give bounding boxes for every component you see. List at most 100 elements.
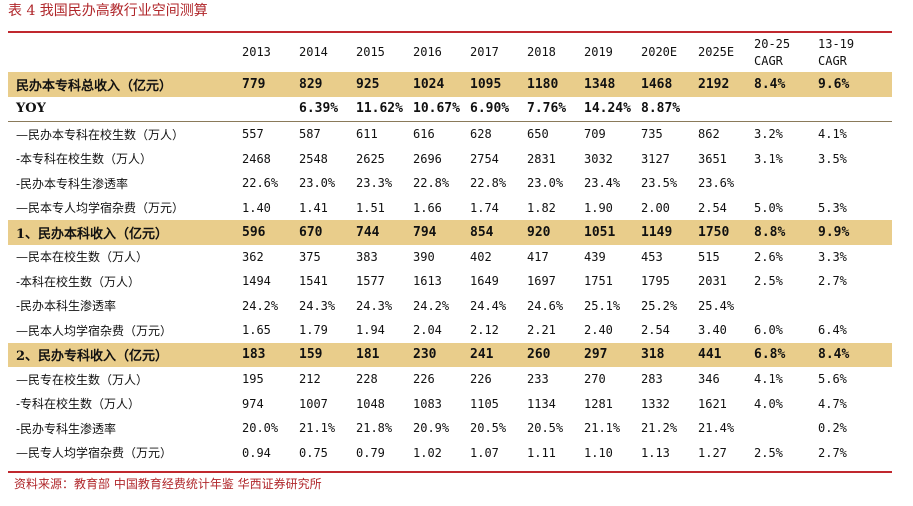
table-cell: 24.3% bbox=[356, 298, 393, 313]
table-cell: 1134 bbox=[527, 396, 556, 411]
table-cell: 2.40 bbox=[584, 323, 613, 338]
table-cell bbox=[698, 96, 754, 122]
table-cell: 1541 bbox=[299, 274, 328, 289]
table-cell: 2625 bbox=[356, 151, 385, 166]
table-title: 表 4 我国民办高教行业空间测算 bbox=[8, 3, 208, 19]
table-cell: 11.62% bbox=[356, 96, 413, 122]
table-cell: 735 bbox=[641, 127, 663, 142]
table-cell: 5.3% bbox=[818, 200, 847, 215]
table-cell: 1051 bbox=[584, 220, 641, 245]
row-label: -本专科在校生数（万人） bbox=[16, 152, 153, 167]
table-cell: 25.1% bbox=[584, 298, 621, 313]
table-cell: 10.67% bbox=[413, 96, 470, 122]
table-cell: 14.24% bbox=[584, 96, 641, 122]
table-cell: 3.40 bbox=[698, 323, 727, 338]
table-cell: 24.2% bbox=[413, 298, 450, 313]
row-label: 民办本专科总收入（亿元） bbox=[8, 72, 242, 97]
row-label: -民办专科生渗透率 bbox=[16, 421, 117, 436]
table-cell: 974 bbox=[242, 396, 264, 411]
table-cell: 8.4% bbox=[754, 72, 818, 97]
table-row: 1、民办本科收入（亿元） 596 670 744 794 854 920 1051 1149 17… bbox=[8, 220, 892, 245]
table-cell: 2.7% bbox=[818, 274, 847, 289]
table-cell: 22.8% bbox=[470, 176, 507, 191]
table-cell: 2831 bbox=[527, 151, 556, 166]
table-cell: 21.4% bbox=[698, 421, 735, 436]
table-cell: 616 bbox=[413, 127, 435, 142]
table-row: -民办本专科生渗透率 22.6% 23.0% 23.3% 22.8% 22.8% 23.0%… bbox=[8, 171, 892, 196]
table-cell: 441 bbox=[698, 342, 754, 367]
table-cell: 6.39% bbox=[299, 96, 356, 122]
table-cell: 25.4% bbox=[698, 298, 735, 313]
table-cell: 1.11 bbox=[527, 445, 556, 460]
table-cell: 1468 bbox=[641, 72, 698, 97]
table-cell: 453 bbox=[641, 249, 663, 264]
table-cell: 1649 bbox=[470, 274, 499, 289]
table-cell: 6.4% bbox=[818, 323, 847, 338]
table-cell: 925 bbox=[356, 72, 413, 97]
row-label: —民本专人均学宿杂费（万元） bbox=[16, 201, 185, 216]
row-label: -民办本科生渗透率 bbox=[16, 299, 117, 314]
table-cell: 24.2% bbox=[242, 298, 279, 313]
table-cell: 25.2% bbox=[641, 298, 678, 313]
table-cell: 709 bbox=[584, 127, 606, 142]
source-note: 资料来源：教育部 中国教育经费统计年鉴 华西证券研究所 bbox=[14, 477, 322, 491]
table-cell: 1.40 bbox=[242, 200, 271, 215]
header-year: 2018 bbox=[527, 45, 556, 59]
table-cell: 587 bbox=[299, 127, 321, 142]
row-label: -民办本专科生渗透率 bbox=[16, 176, 129, 191]
table-cell: 1.94 bbox=[356, 323, 385, 338]
table-cell: 212 bbox=[299, 372, 321, 387]
table-cell: 8.4% bbox=[818, 342, 892, 367]
table-row: YOY 6.39% 11.62% 10.67% 6.90% 7.76% 14.24% 8.87… bbox=[8, 96, 892, 122]
table-cell: 390 bbox=[413, 249, 435, 264]
table-cell: 854 bbox=[470, 220, 527, 245]
table-cell: 1613 bbox=[413, 274, 442, 289]
table-cell: 7.76% bbox=[527, 96, 584, 122]
table-cell: 24.4% bbox=[470, 298, 507, 313]
table-cell: 1751 bbox=[584, 274, 613, 289]
table-cell bbox=[754, 416, 818, 441]
table-body: 民办本专科总收入（亿元） 779 829 925 1024 1095 1180 1348 146… bbox=[8, 72, 892, 465]
table-cell: 181 bbox=[356, 342, 413, 367]
header-cagr-13-19: 13-19 CAGR bbox=[818, 33, 892, 72]
table-cell: 4.1% bbox=[818, 127, 847, 142]
table-cell: 2468 bbox=[242, 151, 271, 166]
table-row: —民本人均学宿杂费（万元） 1.65 1.79 1.94 2.04 2.12 2.21 2.4… bbox=[8, 318, 892, 343]
bottom-rule bbox=[8, 471, 892, 473]
table-cell: 1048 bbox=[356, 396, 385, 411]
table-cell: 920 bbox=[527, 220, 584, 245]
row-label: YOY bbox=[8, 96, 242, 122]
table-cell: 1083 bbox=[413, 396, 442, 411]
table-cell bbox=[818, 294, 892, 319]
table-cell: 22.6% bbox=[242, 176, 279, 191]
table-cell: 9.6% bbox=[818, 72, 892, 97]
table-cell: 159 bbox=[299, 342, 356, 367]
table-cell: 1180 bbox=[527, 72, 584, 97]
table-cell: 2548 bbox=[299, 151, 328, 166]
table-cell: 23.0% bbox=[299, 176, 336, 191]
header-year: 2014 bbox=[299, 45, 328, 59]
table-cell: 23.6% bbox=[698, 176, 735, 191]
header-year: 2013 bbox=[242, 45, 271, 59]
header-year: 2019 bbox=[584, 45, 613, 59]
table-cell: 3.1% bbox=[754, 151, 783, 166]
table-cell: 794 bbox=[413, 220, 470, 245]
table-cell: 297 bbox=[584, 342, 641, 367]
table-cell: 9.9% bbox=[818, 220, 892, 245]
table-cell: 23.4% bbox=[584, 176, 621, 191]
row-label: —民专人均学宿杂费（万元） bbox=[16, 446, 173, 461]
table-cell: 21.2% bbox=[641, 421, 678, 436]
table-cell: 20.9% bbox=[413, 421, 450, 436]
table-cell: 2.21 bbox=[527, 323, 556, 338]
table-row: —民本专人均学宿杂费（万元） 1.40 1.41 1.51 1.66 1.74 1.82 1.… bbox=[8, 196, 892, 221]
table-cell: 4.7% bbox=[818, 396, 847, 411]
table-cell: 2.6% bbox=[754, 249, 783, 264]
row-label: 1、民办本科收入（亿元） bbox=[8, 220, 242, 245]
table-cell: 23.5% bbox=[641, 176, 678, 191]
table-cell bbox=[754, 171, 818, 196]
row-label: —民专在校生数（万人） bbox=[16, 372, 149, 387]
table-cell: 1.79 bbox=[299, 323, 328, 338]
table-cell: 5.6% bbox=[818, 372, 847, 387]
table-cell: 1494 bbox=[242, 274, 271, 289]
table-cell: 2.5% bbox=[754, 445, 783, 460]
